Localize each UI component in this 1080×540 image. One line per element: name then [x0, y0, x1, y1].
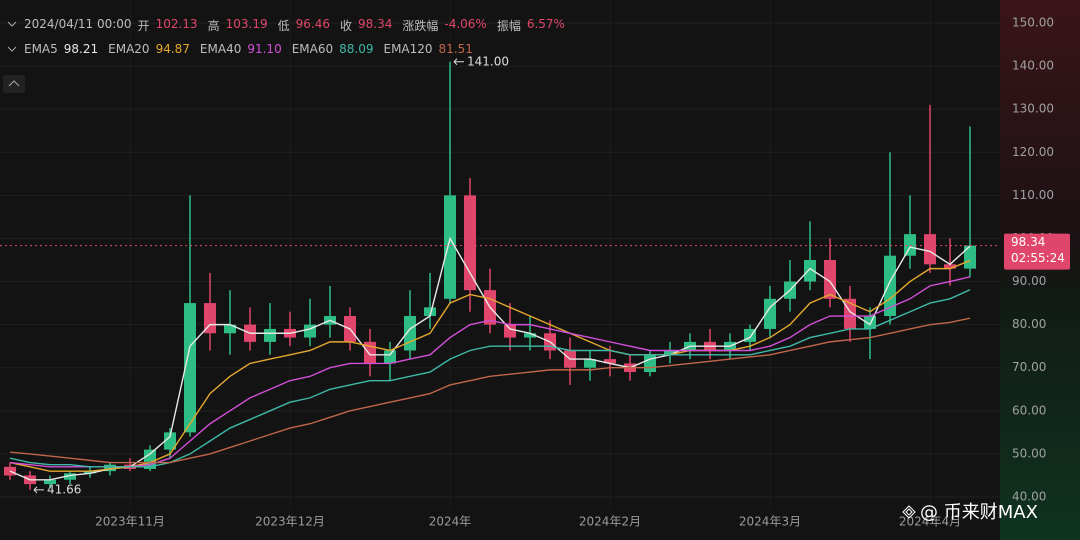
field-label: 振幅	[496, 19, 521, 33]
x-tick-label: 2024年3月	[739, 515, 801, 529]
candle-body	[764, 298, 776, 329]
legend-value: 94.87	[155, 42, 190, 56]
field-label: 涨跌幅	[402, 19, 439, 33]
candle-body	[644, 354, 656, 373]
field-label: 开	[137, 19, 150, 33]
annotation-arrow	[33, 486, 44, 494]
watermark: @ 币来财MAX	[920, 502, 1038, 523]
candle-body	[164, 432, 176, 450]
ema-line	[9, 259, 971, 472]
candle-body	[184, 303, 196, 433]
y-tick-label: 120.00	[1012, 145, 1054, 159]
price-axis-bg	[1000, 0, 1080, 540]
candle-body	[64, 473, 76, 480]
candle-body	[224, 324, 236, 334]
candle-body	[44, 479, 56, 485]
field-label: 高	[207, 19, 220, 33]
price-tag-countdown: 02:55:24	[1011, 251, 1065, 265]
toggle-button[interactable]	[3, 75, 25, 93]
y-tick-label: 140.00	[1012, 59, 1054, 73]
collapse-icon[interactable]	[7, 46, 17, 52]
field-value: -4.06%	[444, 17, 487, 31]
legend-name: EMA120	[383, 42, 433, 56]
y-tick-label: 110.00	[1012, 188, 1054, 202]
candle-body	[524, 333, 536, 338]
y-tick-label: 40.00	[1012, 490, 1046, 504]
x-tick-label: 2023年12月	[255, 515, 325, 529]
y-tick-label: 80.00	[1012, 317, 1046, 331]
annotation-label: 41.66	[47, 482, 81, 496]
candle-body	[204, 303, 216, 334]
price-tag-value: 98.34	[1011, 235, 1045, 249]
legend-name: EMA20	[108, 42, 150, 56]
y-tick-label: 70.00	[1012, 360, 1046, 374]
ohlc-header: 2024/04/11 00:00 开 102.13 高 103.19 低 96.46 收 98.…	[24, 17, 569, 34]
candle-body	[904, 234, 916, 256]
ema-line	[9, 317, 971, 464]
candle-body	[804, 260, 816, 282]
field-label: 收	[339, 19, 352, 33]
legend-name: EMA5	[24, 42, 58, 56]
candle-body	[444, 195, 456, 299]
field-value: 6.57%	[526, 17, 565, 31]
ema-legend: EMA5 98.21 EMA20 94.87 EMA40 91.10 EMA60 88.09 E…	[24, 42, 477, 56]
x-tick-label: 2024年	[429, 515, 472, 529]
candle-body	[384, 350, 396, 364]
candle-body	[84, 471, 96, 474]
candle-body	[404, 316, 416, 351]
legend-value: 81.51	[438, 42, 473, 56]
y-tick-label: 50.00	[1012, 446, 1046, 460]
candle-body	[824, 260, 836, 299]
field-value: 98.34	[357, 17, 393, 31]
watermark-logo	[902, 505, 916, 519]
candle-body	[264, 328, 276, 342]
candle-body	[924, 234, 936, 265]
legend-value: 91.10	[247, 42, 282, 56]
y-tick-label: 130.00	[1012, 102, 1054, 116]
annotation-label: 141.00	[467, 54, 509, 68]
legend-value: 98.21	[63, 42, 99, 56]
timestamp: 2024/04/11 00:00	[24, 17, 132, 31]
price-tag	[1004, 233, 1070, 270]
candle-body	[424, 307, 436, 317]
field-value: 96.46	[295, 17, 330, 31]
candle-body	[664, 350, 676, 355]
legend-name: EMA60	[291, 42, 334, 56]
x-tick-label: 2024年4月	[899, 515, 961, 529]
legend-name: EMA40	[199, 42, 242, 56]
x-tick-label: 2024年2月	[579, 515, 641, 529]
ema-line	[9, 276, 971, 468]
candle-body	[604, 359, 616, 364]
y-tick-label: 60.00	[1012, 403, 1046, 417]
collapse-icon[interactable]	[7, 21, 17, 27]
field-label: 低	[277, 19, 290, 33]
x-tick-label: 2023年11月	[95, 515, 165, 529]
annotation-arrow	[453, 58, 464, 66]
ema-line	[9, 236, 971, 481]
candle-body	[104, 464, 116, 472]
field-value: 103.19	[225, 17, 268, 31]
candle-body	[944, 264, 956, 269]
candle-body	[584, 359, 596, 368]
legend-value: 88.09	[339, 42, 374, 56]
y-tick-label: 90.00	[1012, 274, 1046, 288]
candle-body	[504, 324, 516, 338]
candle-body	[464, 195, 476, 291]
field-value: 102.13	[155, 17, 198, 31]
y-tick-label: 150.00	[1012, 16, 1054, 30]
toggle-icon	[8, 80, 20, 87]
candle-body	[964, 245, 976, 269]
